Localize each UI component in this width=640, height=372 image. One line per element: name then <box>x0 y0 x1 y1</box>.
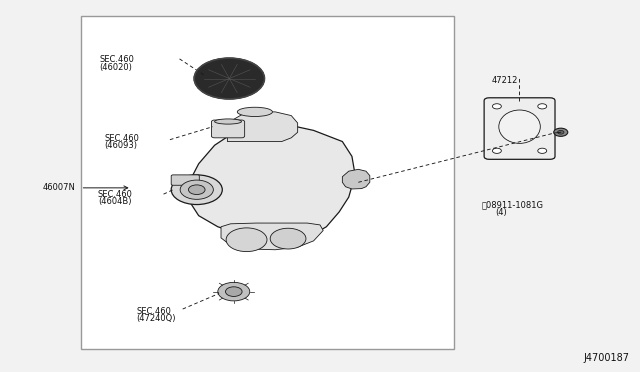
Text: SEC.460: SEC.460 <box>98 190 132 199</box>
Polygon shape <box>342 169 370 189</box>
Text: (46093): (46093) <box>104 141 137 151</box>
Text: (46020): (46020) <box>100 63 132 72</box>
Circle shape <box>226 228 267 251</box>
Circle shape <box>538 104 547 109</box>
FancyBboxPatch shape <box>172 175 199 185</box>
Circle shape <box>554 128 568 137</box>
Ellipse shape <box>237 107 273 116</box>
Circle shape <box>188 185 205 195</box>
Polygon shape <box>221 223 323 250</box>
Bar <box>81 16 454 349</box>
Text: 46007N: 46007N <box>42 183 75 192</box>
FancyBboxPatch shape <box>211 120 244 138</box>
Circle shape <box>538 148 547 153</box>
Polygon shape <box>189 125 355 238</box>
FancyBboxPatch shape <box>484 98 555 159</box>
Ellipse shape <box>499 110 540 143</box>
Text: SEC.460: SEC.460 <box>100 55 134 64</box>
Text: (4): (4) <box>495 208 508 217</box>
Circle shape <box>557 131 564 134</box>
Text: (4604B): (4604B) <box>98 197 131 206</box>
Ellipse shape <box>214 119 241 124</box>
Text: SEC.460: SEC.460 <box>104 134 139 143</box>
Circle shape <box>492 104 501 109</box>
Text: J4700187: J4700187 <box>584 353 630 363</box>
Circle shape <box>180 180 213 199</box>
Circle shape <box>270 228 306 249</box>
Polygon shape <box>227 112 298 141</box>
Circle shape <box>225 287 242 296</box>
Circle shape <box>172 175 222 205</box>
Text: ⓝ08911-1081G: ⓝ08911-1081G <box>481 201 543 210</box>
Circle shape <box>218 282 250 301</box>
Text: (47240Q): (47240Q) <box>137 314 176 323</box>
Circle shape <box>492 148 501 153</box>
Circle shape <box>194 58 264 99</box>
Text: 47212: 47212 <box>491 76 518 85</box>
Text: SEC.460: SEC.460 <box>137 307 172 316</box>
